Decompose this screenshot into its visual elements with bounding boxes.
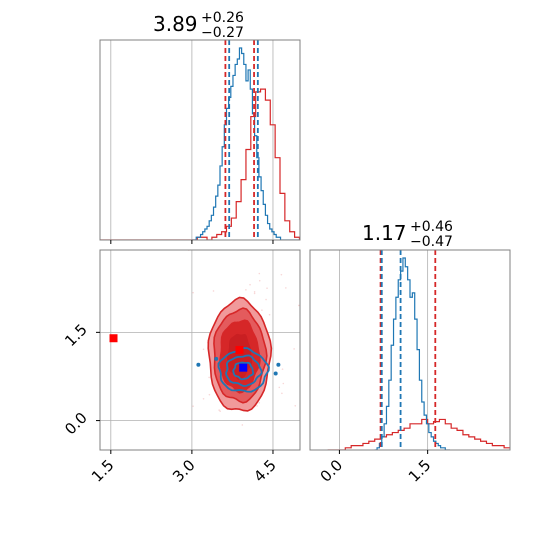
sample-point xyxy=(202,348,205,351)
sample-point xyxy=(280,273,283,276)
sample-point xyxy=(268,313,271,316)
sample-point xyxy=(278,386,281,389)
sample-point xyxy=(192,291,194,294)
sample-point xyxy=(265,298,267,301)
frame-marg-y xyxy=(309,249,511,451)
sample-point xyxy=(245,289,247,291)
sample-point xyxy=(261,309,263,311)
blue-sample-0 xyxy=(196,362,201,367)
title-marg-y: 1.17 +0.46 −0.47 xyxy=(362,219,453,250)
histogram-series-1 xyxy=(191,47,300,240)
sample-point xyxy=(192,405,194,407)
sample-point xyxy=(285,287,287,289)
sample-point xyxy=(256,405,258,407)
sample-point xyxy=(258,279,261,282)
histogram-series-1 xyxy=(374,257,450,450)
joint-y-tick-label-1: 1.5 xyxy=(61,320,91,350)
sample-point xyxy=(212,290,215,292)
blue-sample-1 xyxy=(273,371,278,376)
marker-square-1 xyxy=(235,346,244,354)
sample-point xyxy=(218,409,220,411)
blue-contour-0 xyxy=(217,347,270,393)
sample-point xyxy=(282,382,285,385)
sample-point xyxy=(208,376,210,379)
sample-point xyxy=(281,368,284,370)
histogram-series-0 xyxy=(327,418,510,450)
marginal-histogram-x xyxy=(100,40,300,240)
title-marg-x-minus: −0.27 xyxy=(201,25,244,41)
marg-y-x-tick-label-0: 0.0 xyxy=(317,456,347,486)
title-marg-y-value: 1.17 xyxy=(362,221,407,245)
sample-point xyxy=(241,424,244,426)
joint-y-tick-label-0: 0.0 xyxy=(61,409,91,439)
sample-point xyxy=(333,339,335,341)
blue-contour-1 xyxy=(225,354,263,387)
title-marg-x-plus: +0.26 xyxy=(201,10,244,26)
sample-point xyxy=(281,392,283,395)
title-marg-y-plus: +0.46 xyxy=(410,219,453,235)
joint-x-tick-label-1: 3.0 xyxy=(169,456,199,486)
sample-point xyxy=(298,304,300,307)
blue-sample-3 xyxy=(214,356,219,361)
sample-point xyxy=(258,401,261,404)
sample-point xyxy=(208,393,211,396)
sample-point xyxy=(253,291,256,293)
title-marg-x: 3.89 +0.26 −0.27 xyxy=(153,10,244,41)
sample-point xyxy=(249,283,251,286)
blue-sample-2 xyxy=(276,362,281,367)
sample-point xyxy=(253,292,256,295)
joint-x-tick-label-2: 4.5 xyxy=(250,456,280,486)
blue-contour-2 xyxy=(232,361,255,381)
histogram-series-0 xyxy=(100,88,300,240)
marg-y-x-tick-label-1: 1.5 xyxy=(405,456,435,486)
sample-point xyxy=(294,404,297,407)
title-marg-y-minus: −0.47 xyxy=(410,234,453,250)
sample-point xyxy=(219,410,221,413)
sample-point xyxy=(293,348,295,350)
sample-point xyxy=(202,398,205,400)
marker-square-0 xyxy=(109,334,118,343)
title-marg-x-value: 3.89 xyxy=(153,12,198,36)
frame-joint xyxy=(99,249,301,451)
marker-square-2 xyxy=(239,363,248,372)
sample-point xyxy=(266,287,268,290)
frame-marg-x xyxy=(99,39,301,241)
marginal-histogram-y xyxy=(327,250,510,450)
sample-point xyxy=(258,272,261,275)
joint-x-tick-label-0: 1.5 xyxy=(88,456,118,486)
joint-contour-panel xyxy=(100,250,335,450)
